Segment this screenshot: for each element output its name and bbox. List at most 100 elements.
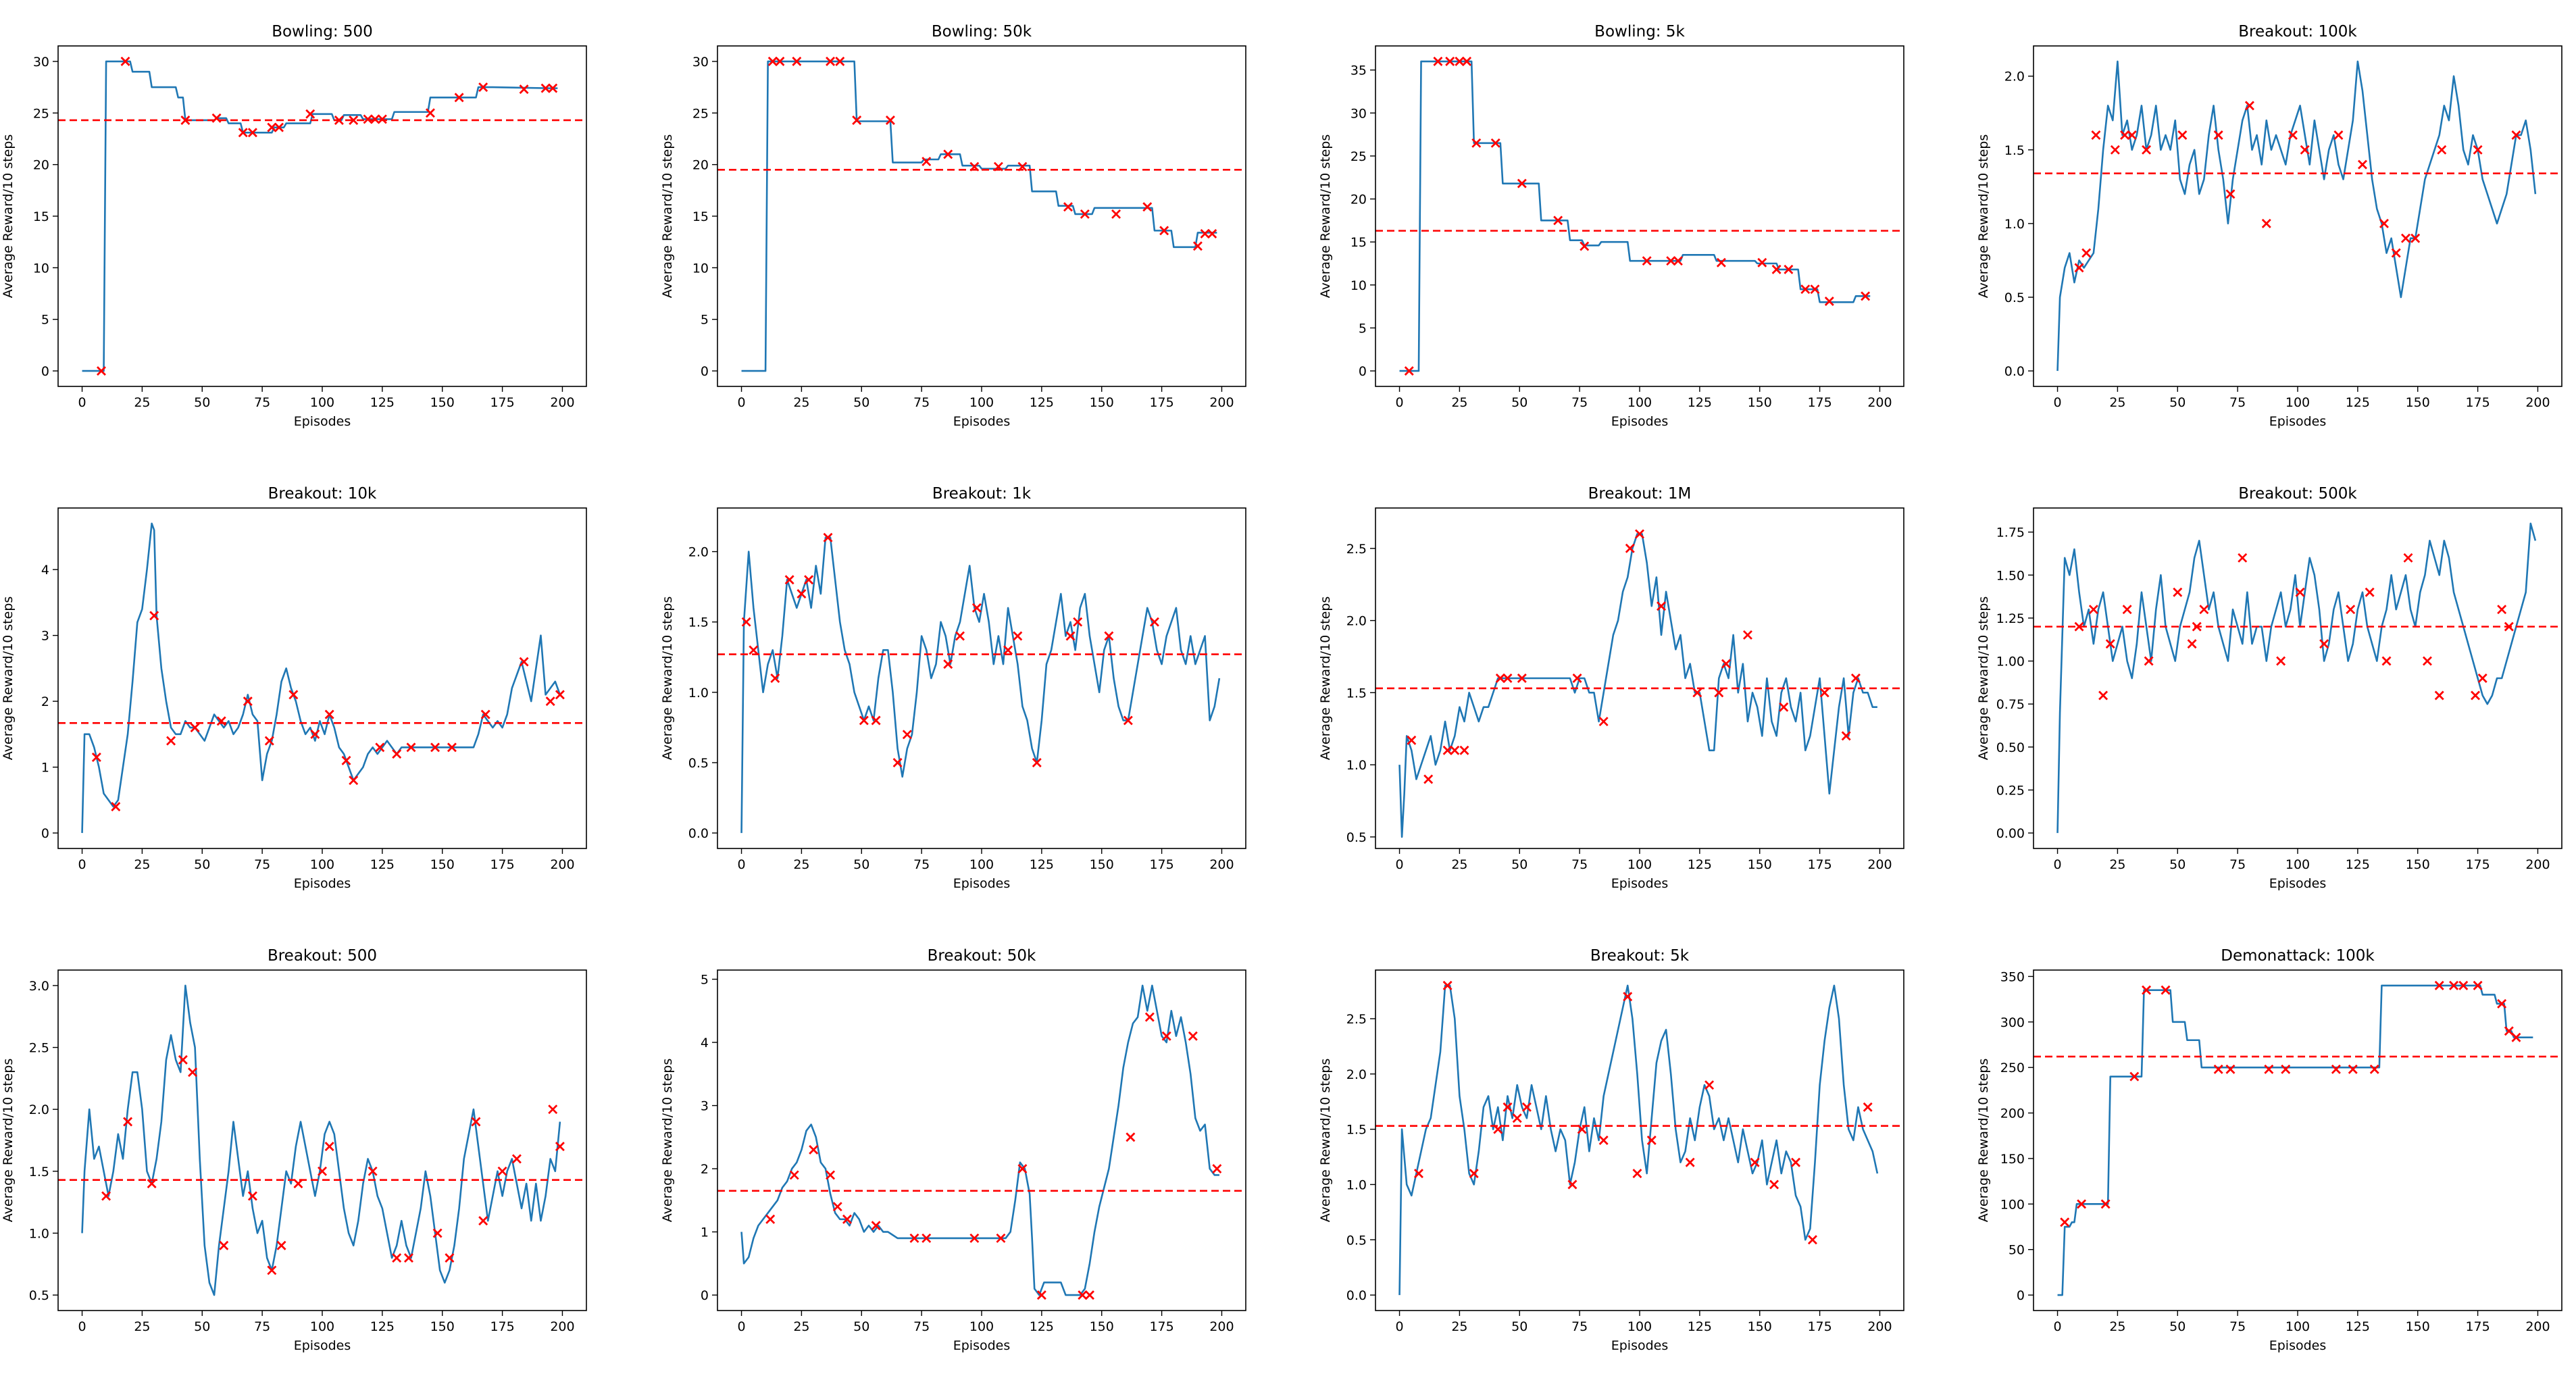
sample-marker [519,657,529,667]
sample-marker [478,82,488,93]
x-tick-label: 0 [78,395,86,410]
x-axis-label: Episodes [1611,414,1669,429]
x-tick-label: 125 [1030,395,1054,410]
sample-marker [2400,233,2410,243]
sample-marker [363,114,373,124]
subplot-title: Bowling: 500 [272,23,373,41]
sample-marker [969,161,980,172]
sample-marker [1623,992,1633,1002]
sample-marker [859,715,869,726]
x-tick-label: 150 [1090,395,1114,410]
x-tick-label: 0 [1395,395,1403,410]
sample-marker [318,1166,327,1176]
sample-marker [871,1221,881,1231]
sample-marker [149,611,159,621]
sample-marker [2100,1199,2111,1209]
sample-marker [2473,980,2483,990]
sample-marker [2161,985,2171,995]
sample-marker [2449,980,2459,990]
sample-marker [471,1117,481,1127]
sample-marker [2379,218,2389,228]
y-axis-label: Average Reward/10 steps [1976,1059,1991,1222]
sample-marker [190,723,200,733]
sample-marker [909,1233,919,1243]
sample-marker [91,752,101,762]
sample-marker [305,109,315,119]
sample-marker [2473,145,2483,155]
sample-marker [2319,639,2329,649]
sample-marker [2281,1064,2291,1074]
sample-marker [871,715,881,726]
axes-frame [717,507,1246,849]
x-tick-label: 75 [254,1319,270,1334]
sample-marker [1632,1169,1642,1179]
x-tick-label: 25 [134,1319,150,1334]
sample-marker [1521,1102,1532,1112]
x-tick-label: 25 [2109,1319,2125,1334]
y-tick-label: 1.0 [688,686,709,701]
sample-marker [2348,1064,2358,1074]
sample-marker [1863,1102,1873,1112]
y-tick-label: 0 [41,364,49,379]
x-tick-label: 175 [1807,1319,1832,1334]
sample-marker [349,115,359,125]
subplot: Demonattack: 100k 0 25 50 75 100 125 150 175 200 0… [1976,947,2562,1353]
y-tick-label: 20 [1350,193,1367,207]
x-tick-label: 150 [2406,857,2430,872]
sample-marker [1850,674,1861,683]
x-tick-label: 75 [1571,1319,1588,1334]
sample-marker [2077,1199,2087,1209]
sample-marker [775,56,785,66]
reward-series-line [1398,984,1879,1296]
sample-marker [519,84,529,95]
x-tick-label: 100 [2285,857,2310,872]
x-tick-label: 125 [370,395,395,410]
x-tick-label: 75 [913,857,930,872]
x-tick-label: 100 [1627,1319,1652,1334]
x-tick-label: 150 [430,857,455,872]
sample-marker [2199,605,2209,615]
y-tick-label: 1.0 [1346,758,1367,773]
sample-marker [1784,264,1794,274]
x-tick-label: 25 [2109,857,2125,872]
sample-marker [1078,1290,1088,1300]
y-tick-label: 2 [701,1162,709,1177]
sample-marker [392,749,402,759]
sample-marker [2110,145,2120,155]
reward-series-line [81,522,561,834]
subplot: Breakout: 10k 0 25 50 75 100 125 150 175 200 0 1 2 3 4… [1,485,587,891]
sample-marker [804,575,814,585]
y-tick-label: 2 [41,694,49,709]
sample-marker [1512,1113,1522,1123]
x-tick-label: 100 [1627,857,1652,872]
x-tick-label: 50 [2169,857,2186,872]
sample-marker [823,532,833,542]
sample-marker [2381,656,2392,666]
sample-marker [430,742,440,753]
sample-marker [288,690,299,700]
subplot-title: Demonattack: 100k [2221,947,2375,965]
sample-marker [1455,56,1465,66]
sample-marker [1716,257,1726,268]
y-axis-label: Average Reward/10 steps [1318,1059,1333,1222]
x-tick-label: 50 [1511,857,1527,872]
sample-marker [2276,656,2286,666]
sample-marker [832,1202,842,1212]
y-tick-label: 20 [692,158,709,173]
sample-marker [2369,1064,2379,1074]
sample-marker [267,1265,277,1275]
x-tick-label: 50 [194,857,210,872]
sample-marker [2422,656,2432,666]
sample-marker [1111,209,1121,219]
y-tick-label: 20 [33,158,49,173]
sample-marker [324,1142,334,1152]
axes-frame [57,969,587,1311]
sample-marker [1017,161,1028,172]
reward-series-line [740,984,1219,1296]
y-tick-label: 0.5 [29,1288,49,1303]
sample-marker [1207,228,1217,238]
sample-marker [2091,130,2101,140]
y-tick-label: 3 [701,1099,709,1114]
y-tick-label: 2.0 [1346,614,1367,629]
sample-marker [1567,1179,1577,1190]
